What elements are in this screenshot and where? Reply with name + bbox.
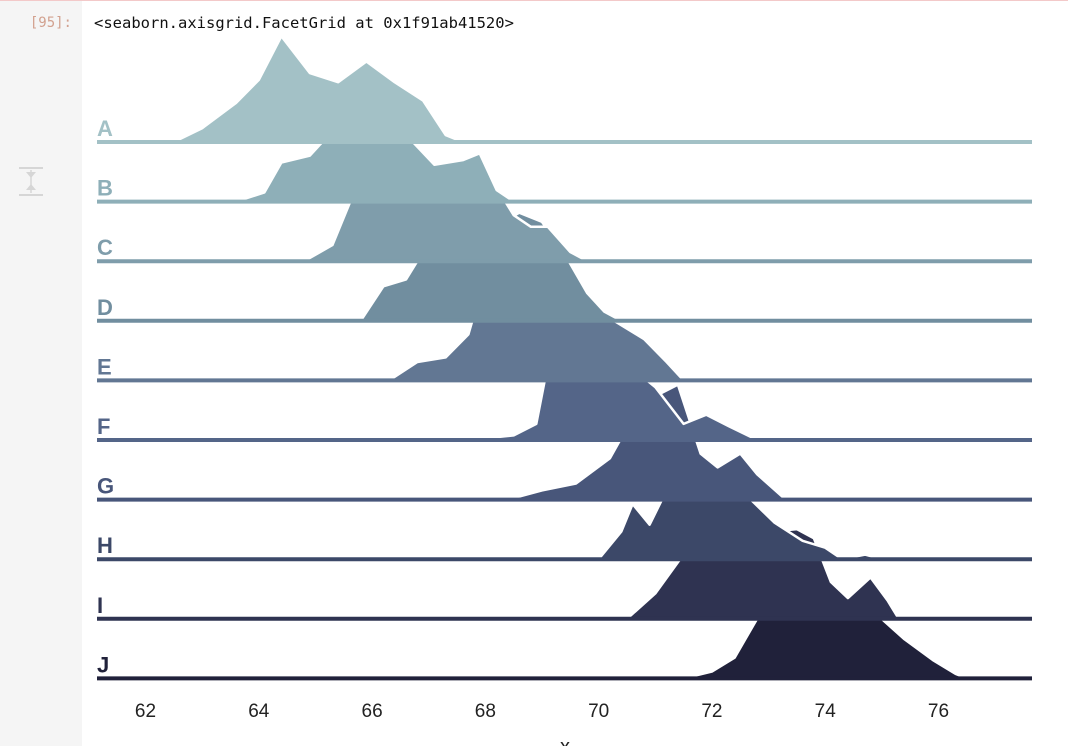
ridge-area-E [389,293,684,381]
ridge-area-F [468,336,758,440]
x-tick-label: 66 [362,701,383,722]
ridge-label-A: A [97,116,113,141]
ridge-outline-A [173,34,464,144]
ridge-label-D: D [97,295,113,320]
cell-top-border [0,0,1068,1]
execution-count-prompt: [95]: [29,15,72,31]
x-tick-label: 62 [135,701,156,722]
x-tick-label: 64 [248,701,270,722]
cell-gutter: [95]: [0,1,83,746]
x-tick-label: 72 [701,701,722,722]
ridge-area-B [236,86,514,202]
ridge-area-H [598,444,882,560]
x-axis-label: x [560,736,570,746]
ridge-C: C [97,163,1032,264]
ridge-D: D [97,211,1032,323]
ridge-outline-G [507,383,787,501]
ridge-area-D [360,212,622,321]
ridge-label-J: J [97,652,109,677]
ridge-label-I: I [97,593,103,618]
ridge-H: H [97,442,1032,562]
ridge-outline-J [683,562,968,680]
ridge-area-G [508,384,786,500]
output-repr-text: <seaborn.axisgrid.FacetGrid at 0x1f91ab4… [94,14,514,32]
ridge-label-F: F [97,414,110,439]
ridge-I: I [97,518,1032,621]
ridge-label-B: B [97,176,113,201]
x-tick-label: 68 [475,701,496,722]
x-tick-label: 70 [588,701,609,722]
ridge-area-A [173,36,463,143]
collapse-output-icon[interactable] [17,165,45,197]
ridge-area-J [683,563,967,679]
ridgeline-chart: J I H G F E D C B A 62 64 66 68 70 72 74 76 x [97,34,1032,746]
ridge-J: J [97,562,1032,681]
x-tick-label: 76 [928,701,949,722]
ridge-label-C: C [97,235,113,260]
ridge-G: G [97,383,1032,502]
ridge-label-G: G [97,474,114,499]
ridge-A: A [97,34,1032,144]
ridge-label-E: E [97,354,112,379]
cell-output-area: <seaborn.axisgrid.FacetGrid at 0x1f91ab4… [82,1,1068,746]
x-tick-label: 74 [815,701,837,722]
ridge-label-H: H [97,533,113,558]
